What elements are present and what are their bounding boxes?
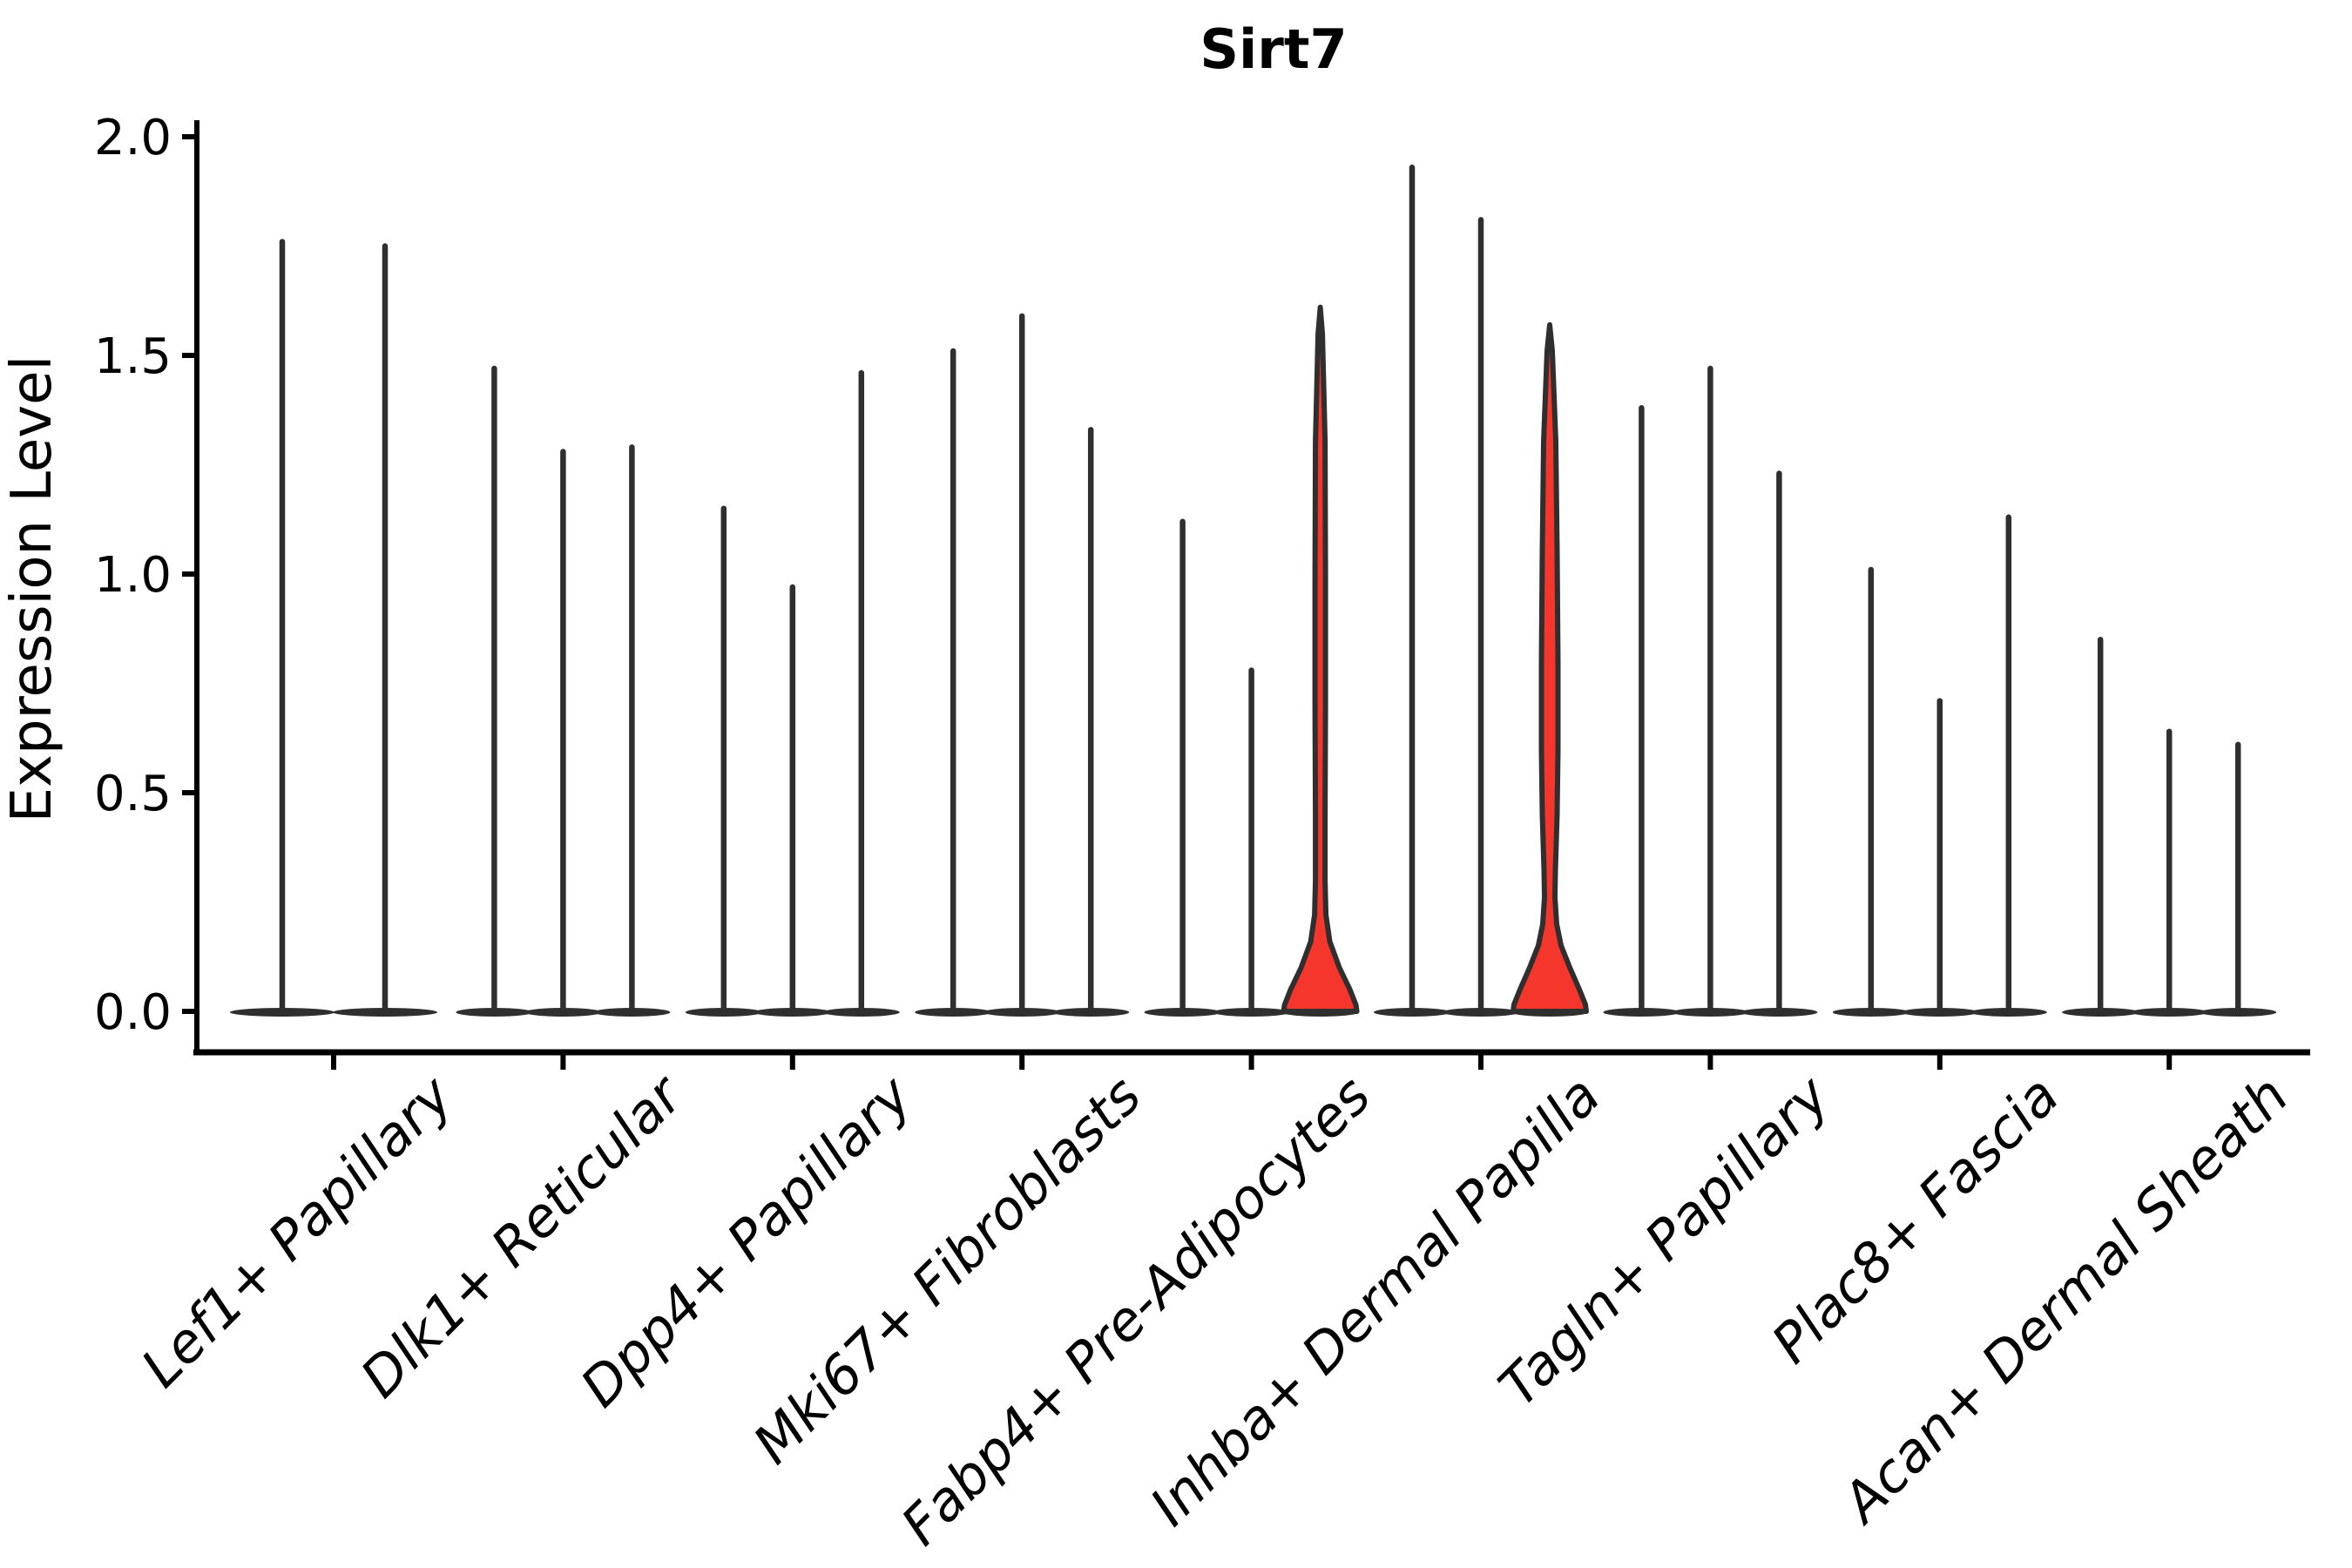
violins-layer bbox=[230, 164, 2277, 1017]
y-tick-label: 2.0 bbox=[94, 110, 172, 166]
y-tick-label: 1.5 bbox=[94, 328, 172, 385]
axes-layer bbox=[193, 120, 2310, 1056]
chart-title: Sirt7 bbox=[1200, 17, 1347, 81]
highlighted-violin bbox=[1281, 304, 1360, 1014]
highlighted-violin bbox=[1511, 321, 1589, 1014]
y-axis-label: Expression Level bbox=[0, 355, 64, 823]
y-tick-label: 0.0 bbox=[94, 984, 172, 1041]
y-tick-label: 1.0 bbox=[94, 547, 172, 604]
y-tick-label: 0.5 bbox=[94, 766, 172, 822]
